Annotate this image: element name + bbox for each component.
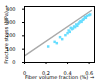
svg-text:400: 400 — [6, 5, 16, 12]
svg-text:200: 200 — [6, 32, 16, 39]
svg-text:Fracture stress (MPa) →: Fracture stress (MPa) → — [3, 5, 9, 63]
svg-text:Fiber volume fraction (%) →: Fiber volume fraction (%) → — [25, 74, 94, 80]
svg-text:300: 300 — [6, 19, 16, 26]
svg-text:100: 100 — [6, 45, 16, 52]
svg-text:0: 0 — [12, 59, 15, 65]
